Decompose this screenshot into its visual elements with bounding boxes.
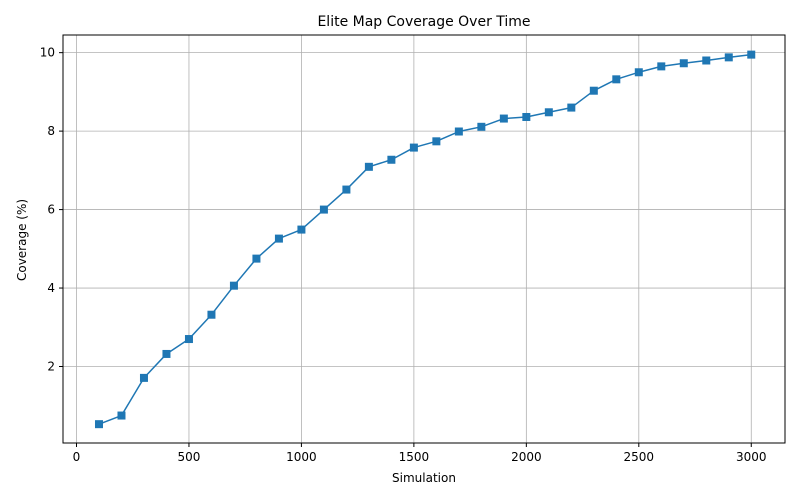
series-coverage	[94, 50, 756, 429]
data-point-marker	[342, 185, 351, 194]
data-point-marker	[567, 103, 576, 112]
data-point-marker	[657, 62, 666, 71]
data-point-marker	[612, 75, 621, 84]
x-tick-label: 2000	[511, 450, 542, 464]
data-point-marker	[679, 59, 688, 68]
x-tick-label: 1500	[399, 450, 430, 464]
grid	[63, 35, 785, 443]
x-tick-label: 3000	[736, 450, 767, 464]
data-point-marker	[162, 349, 171, 358]
data-point-marker	[319, 205, 328, 214]
x-tick-label: 0	[73, 450, 81, 464]
x-axis: 0 500 1000 1500 2000 2500 3000	[73, 443, 767, 464]
data-point-marker	[409, 143, 418, 152]
y-tick-label: 2	[47, 360, 55, 374]
x-tick-label: 2500	[624, 450, 655, 464]
data-point-marker	[589, 86, 598, 95]
data-point-marker	[207, 310, 216, 319]
data-point-marker	[702, 56, 711, 65]
x-tick-label: 1000	[286, 450, 317, 464]
data-point-marker	[724, 53, 733, 62]
data-point-marker	[274, 234, 283, 243]
y-tick-label: 8	[47, 124, 55, 138]
y-tick-label: 10	[40, 46, 55, 60]
data-point-marker	[364, 162, 373, 171]
data-point-marker	[454, 127, 463, 136]
data-point-marker	[229, 281, 238, 290]
data-point-marker	[432, 137, 441, 146]
data-point-marker	[634, 68, 643, 77]
data-point-marker	[477, 122, 486, 131]
y-axis-label: Coverage (%)	[15, 199, 29, 281]
data-point-marker	[94, 420, 103, 429]
data-point-marker	[297, 225, 306, 234]
data-point-marker	[747, 50, 756, 59]
y-tick-label: 4	[47, 281, 55, 295]
chart-title: Elite Map Coverage Over Time	[317, 14, 530, 30]
plot-frame	[62, 34, 786, 444]
y-axis: 2 4 6 8 10	[40, 46, 63, 374]
x-tick-label: 500	[178, 450, 201, 464]
data-point-marker	[117, 411, 126, 420]
x-axis-label: Simulation	[392, 471, 456, 485]
y-tick-label: 6	[47, 203, 55, 217]
data-point-marker	[252, 254, 261, 263]
data-point-marker	[544, 108, 553, 117]
data-point-marker	[522, 112, 531, 121]
data-point-marker	[139, 373, 148, 382]
data-point-marker	[499, 114, 508, 123]
data-point-marker	[387, 155, 396, 164]
data-point-marker	[184, 335, 193, 344]
